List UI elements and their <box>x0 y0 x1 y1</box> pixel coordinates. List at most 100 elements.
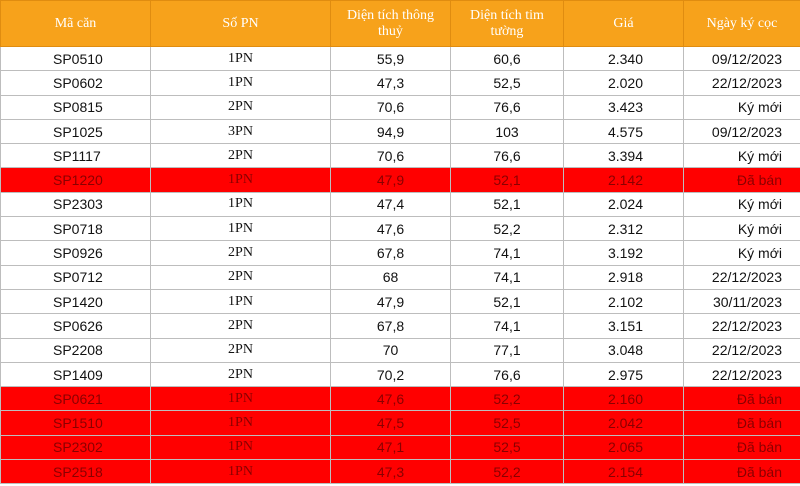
table-cell: 22/12/2023 <box>683 361 800 388</box>
table-cell: 2.020 <box>563 70 684 96</box>
table-cell: 2PN <box>150 94 331 120</box>
table-cell: 3PN <box>150 118 331 145</box>
table-body: SP0510 1PN 55,9 60,6 2.340 09/12/2023 SP0602 1P… <box>0 45 800 485</box>
table-cell: 2PN <box>150 143 331 169</box>
table-cell: Đã bán <box>683 459 800 485</box>
table-row: SP1117 2PN 70,6 76,6 3.394 Ký mới <box>0 143 800 169</box>
table-row: SP0626 2PN 67,8 74,1 3.151 22/12/2023 <box>0 313 800 339</box>
table-cell: 47,4 <box>330 191 451 218</box>
table-cell: 52,2 <box>450 386 564 412</box>
header-cell: Giá <box>563 0 684 47</box>
table-cell: SP2303 <box>0 191 151 218</box>
table-cell: 2PN <box>150 313 331 339</box>
header-cell: Diện tích tim tường <box>450 0 564 47</box>
table-cell: 52,1 <box>450 167 564 193</box>
table-cell: Đã bán <box>683 410 800 436</box>
table-cell: 3.151 <box>563 313 684 339</box>
table-cell: 76,6 <box>450 361 564 388</box>
table-header: Mã căn Số PN Diện tích thông thuỷ Diện tích… <box>0 0 800 47</box>
table-cell: 2.340 <box>563 45 684 72</box>
table-cell: 3.192 <box>563 240 684 266</box>
table-cell: 1PN <box>150 216 331 242</box>
table-cell: SP0815 <box>0 94 151 120</box>
table-cell: 1PN <box>150 45 331 72</box>
table-row: SP0712 2PN 68 74,1 2.918 22/12/2023 <box>0 264 800 290</box>
table-cell: 22/12/2023 <box>683 313 800 339</box>
table-cell: SP1220 <box>0 167 151 193</box>
table-row: SP2518 1PN 47,3 52,2 2.154 Đã bán <box>0 459 800 485</box>
table-cell: 47,3 <box>330 459 451 485</box>
table-cell: Đã bán <box>683 167 800 193</box>
table-cell: 47,1 <box>330 434 451 461</box>
table-cell: SP2518 <box>0 459 151 485</box>
table-cell: 52,1 <box>450 191 564 218</box>
table-cell: 2.102 <box>563 288 684 315</box>
table-cell: Ký mới <box>683 94 800 120</box>
table-cell: 2.065 <box>563 434 684 461</box>
table-cell: 22/12/2023 <box>683 264 800 290</box>
table-cell: 09/12/2023 <box>683 118 800 145</box>
table-cell: 30/11/2023 <box>683 288 800 315</box>
table-row: SP1420 1PN 47,9 52,1 2.102 30/11/2023 <box>0 288 800 315</box>
table-cell: 22/12/2023 <box>683 337 800 363</box>
table-row: SP2302 1PN 47,1 52,5 2.065 Đã bán <box>0 434 800 461</box>
table-cell: Ký mới <box>683 191 800 218</box>
table-cell: 2.142 <box>563 167 684 193</box>
table-cell: 2PN <box>150 361 331 388</box>
table-cell: 1PN <box>150 288 331 315</box>
table-cell: SP1025 <box>0 118 151 145</box>
table-cell: SP0926 <box>0 240 151 266</box>
table-cell: Ký mới <box>683 216 800 242</box>
header-cell: Ngày ký cọc <box>683 0 800 47</box>
table-cell: 47,5 <box>330 410 451 436</box>
table-cell: 2PN <box>150 264 331 290</box>
table-row: SP1220 1PN 47,9 52,1 2.142 Đã bán <box>0 167 800 193</box>
header-cell: Mã căn <box>0 0 151 47</box>
table-cell: 52,1 <box>450 288 564 315</box>
table-cell: 47,6 <box>330 386 451 412</box>
table-cell: 55,9 <box>330 45 451 72</box>
table-row: SP0510 1PN 55,9 60,6 2.340 09/12/2023 <box>0 45 800 72</box>
table-cell: 3.048 <box>563 337 684 363</box>
table-cell: 1PN <box>150 459 331 485</box>
table-cell: SP0718 <box>0 216 151 242</box>
table-row: SP0815 2PN 70,6 76,6 3.423 Ký mới <box>0 94 800 120</box>
table-cell: SP0602 <box>0 70 151 96</box>
table-cell: 67,8 <box>330 240 451 266</box>
table-cell: 2.154 <box>563 459 684 485</box>
table-cell: 09/12/2023 <box>683 45 800 72</box>
table-cell: SP1510 <box>0 410 151 436</box>
table-row: SP0602 1PN 47,3 52,5 2.020 22/12/2023 <box>0 70 800 96</box>
table-cell: 52,2 <box>450 459 564 485</box>
table-cell: 74,1 <box>450 264 564 290</box>
table-cell: SP0621 <box>0 386 151 412</box>
table-cell: 60,6 <box>450 45 564 72</box>
table-cell: 76,6 <box>450 143 564 169</box>
table-cell: 1PN <box>150 434 331 461</box>
table-cell: 2.024 <box>563 191 684 218</box>
table-cell: 68 <box>330 264 451 290</box>
table-cell: 52,2 <box>450 216 564 242</box>
table-row: SP1510 1PN 47,5 52,5 2.042 Đã bán <box>0 410 800 436</box>
table-row: SP2208 2PN 70 77,1 3.048 22/12/2023 <box>0 337 800 363</box>
table-cell: 1PN <box>150 167 331 193</box>
table-cell: 22/12/2023 <box>683 70 800 96</box>
table-cell: 77,1 <box>450 337 564 363</box>
table-row: SP0718 1PN 47,6 52,2 2.312 Ký mới <box>0 216 800 242</box>
table-cell: 74,1 <box>450 240 564 266</box>
table-cell: 2.160 <box>563 386 684 412</box>
table-row: SP0926 2PN 67,8 74,1 3.192 Ký mới <box>0 240 800 266</box>
table-cell: 52,5 <box>450 410 564 436</box>
table-cell: 70,6 <box>330 94 451 120</box>
table-cell: 70,2 <box>330 361 451 388</box>
header-cell: Số PN <box>150 0 331 47</box>
table-cell: 1PN <box>150 70 331 96</box>
table-cell: Đã bán <box>683 386 800 412</box>
table-cell: 70,6 <box>330 143 451 169</box>
table-cell: SP1420 <box>0 288 151 315</box>
table-cell: 52,5 <box>450 70 564 96</box>
table-row: SP1409 2PN 70,2 76,6 2.975 22/12/2023 <box>0 361 800 388</box>
table-cell: SP0510 <box>0 45 151 72</box>
table-cell: 4.575 <box>563 118 684 145</box>
